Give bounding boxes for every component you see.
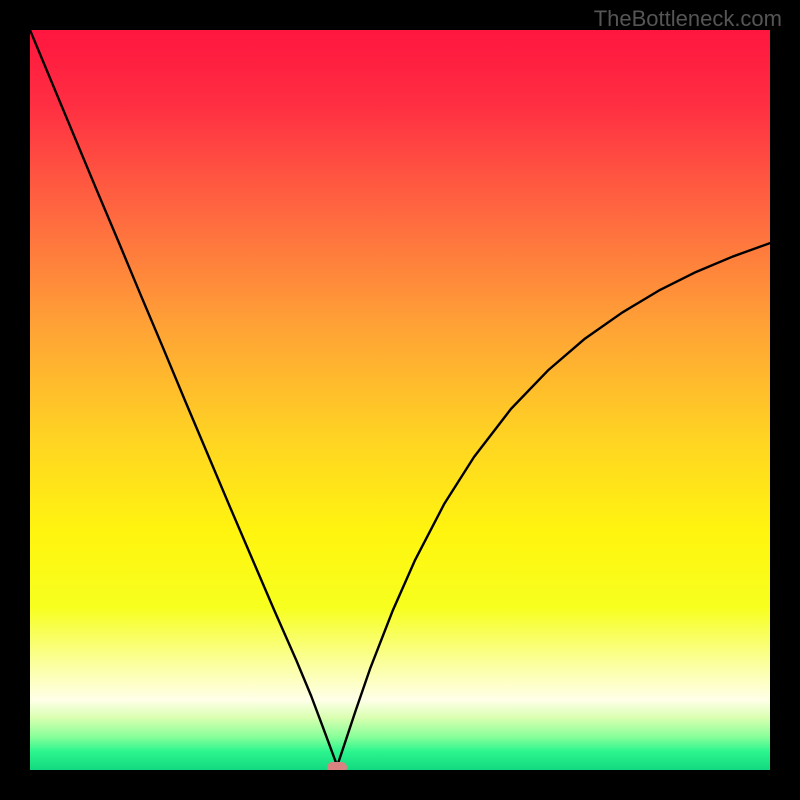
optimal-point-marker	[327, 762, 348, 770]
plot-area	[30, 30, 770, 770]
watermark-text: TheBottleneck.com	[594, 6, 782, 32]
bottleneck-curve	[30, 30, 770, 770]
